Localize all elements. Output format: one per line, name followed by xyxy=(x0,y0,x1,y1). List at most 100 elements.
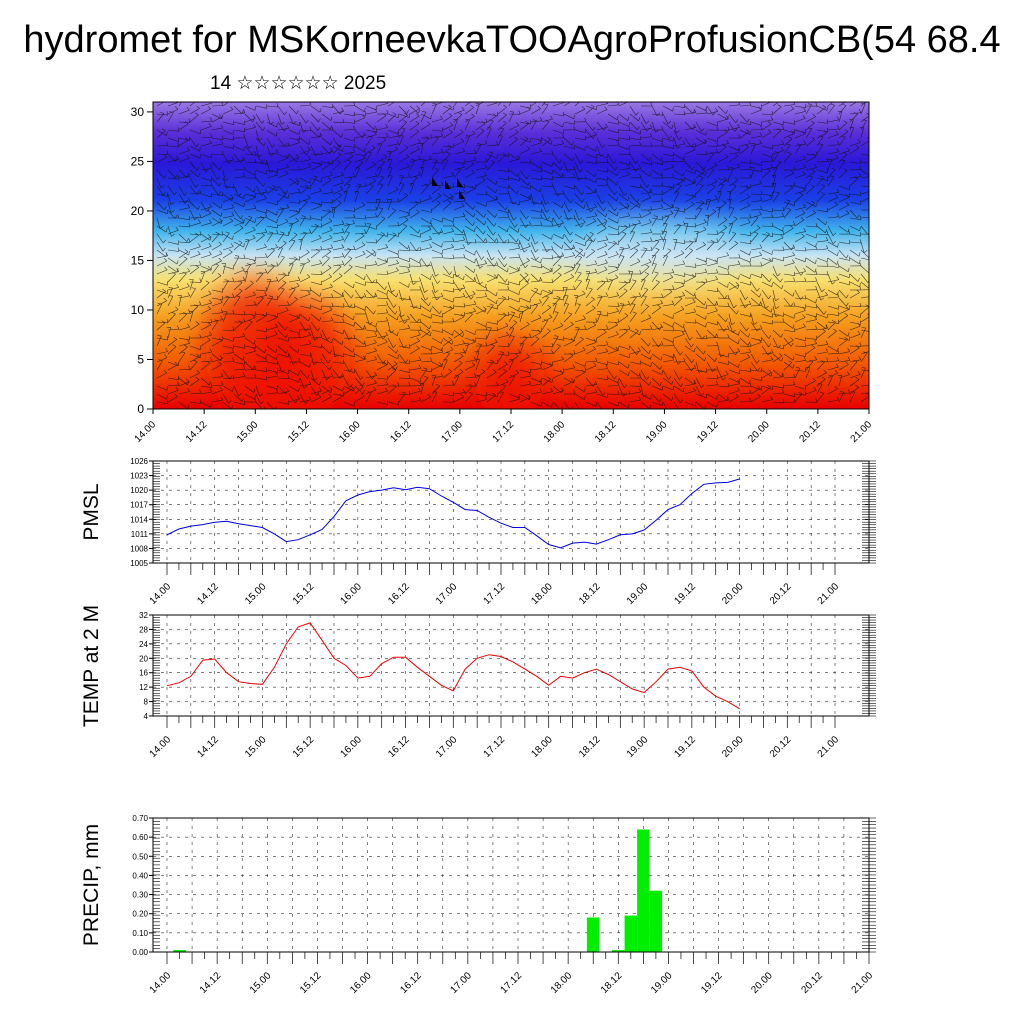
wind-barb xyxy=(321,201,333,204)
wind-barb xyxy=(816,393,825,403)
wind-barb-flag xyxy=(407,268,411,272)
wind-barb xyxy=(508,102,512,107)
wind-barb xyxy=(321,220,333,227)
wind-barb-flag xyxy=(186,154,190,159)
wind-barb xyxy=(585,324,597,331)
wind-barb-flag xyxy=(788,136,793,139)
wind-barb xyxy=(387,321,391,333)
wind-barb xyxy=(717,289,725,299)
wind-barb-flag xyxy=(338,192,342,196)
wind-barb xyxy=(695,201,707,205)
wind-barb xyxy=(805,171,816,179)
wind-barb-flag xyxy=(221,219,223,224)
wind-barb xyxy=(365,175,377,179)
wind-barb-flag xyxy=(823,310,827,315)
wind-barb xyxy=(596,103,608,107)
wind-barb xyxy=(222,296,230,307)
wind-barb-flag xyxy=(693,364,697,369)
heatmap-x-tick-label: 15.12 xyxy=(286,419,312,445)
wind-barb-flag xyxy=(353,111,356,116)
wind-barb xyxy=(200,401,211,408)
wind-barb xyxy=(211,169,218,180)
wind-barb xyxy=(673,281,685,284)
wind-barb-flag xyxy=(224,279,229,281)
wind-barb xyxy=(574,222,586,227)
wind-barb xyxy=(464,233,469,245)
wind-barb-flag xyxy=(617,390,620,395)
wind-barb-flag xyxy=(480,128,485,131)
wind-barb-flag xyxy=(407,324,411,329)
wind-barb-flag xyxy=(595,159,598,164)
wind-barb-flag xyxy=(754,231,759,234)
wind-barb-flag xyxy=(858,356,862,360)
wind-barb-flag xyxy=(638,219,641,224)
wind-barb-flag xyxy=(760,190,763,195)
wind-barb xyxy=(310,353,314,365)
wind-barb xyxy=(244,385,254,393)
wind-barb-flag xyxy=(616,292,619,296)
wind-barb-flag xyxy=(274,331,278,335)
wind-barb xyxy=(244,264,251,275)
wind-barb xyxy=(838,392,845,403)
wind-barb-flag xyxy=(771,191,774,196)
wind-barb-flag xyxy=(749,389,752,394)
wind-barb-flag xyxy=(382,359,386,364)
wind-barb xyxy=(552,359,564,363)
wind-barb xyxy=(794,257,806,263)
wind-barb-flag xyxy=(166,111,169,116)
wind-barb xyxy=(728,166,740,171)
wind-barb xyxy=(486,327,492,339)
wind-barb xyxy=(475,201,487,207)
wind-barb xyxy=(167,257,178,265)
wind-barb xyxy=(827,265,839,268)
wind-barb xyxy=(618,281,631,284)
wind-barb xyxy=(728,218,738,227)
wind-barb-flag xyxy=(260,216,264,219)
wind-barb xyxy=(420,383,425,395)
wind-barb xyxy=(860,225,869,235)
wind-barb xyxy=(354,153,366,156)
wind-barb-flag xyxy=(286,388,289,392)
wind-barb xyxy=(420,197,432,203)
wind-barb xyxy=(365,350,377,355)
wind-barb xyxy=(376,257,388,263)
wind-barb-flag xyxy=(706,200,708,205)
wind-barb xyxy=(607,144,620,147)
wind-barb xyxy=(640,153,650,162)
wind-barb xyxy=(673,129,679,141)
wind-barb xyxy=(376,304,389,307)
wind-barb xyxy=(486,185,496,194)
wind-barb-flag xyxy=(790,170,795,174)
wind-barb xyxy=(783,144,791,155)
wind-barb xyxy=(310,329,315,341)
wind-barb xyxy=(508,312,516,323)
wind-barb xyxy=(409,148,420,155)
wind-barb-flag xyxy=(186,147,190,151)
wind-barb xyxy=(827,345,838,352)
wind-barb-flag xyxy=(374,347,377,352)
wind-barb xyxy=(442,247,454,251)
wind-barb xyxy=(783,108,794,115)
wind-barb xyxy=(200,108,211,115)
wind-barb-flag xyxy=(781,284,784,289)
wind-barb xyxy=(860,115,869,123)
wind-barb xyxy=(585,145,596,152)
wind-barb-flag xyxy=(426,328,431,332)
wind-barb-flag xyxy=(871,231,872,235)
wind-barb-flag xyxy=(246,263,251,265)
wind-barb xyxy=(266,169,278,173)
wind-barb-flag xyxy=(166,395,168,400)
wind-barb-flag xyxy=(571,141,574,146)
wind-barb xyxy=(706,198,718,203)
wind-barb xyxy=(849,347,860,355)
wind-barb-flag xyxy=(372,177,377,182)
wind-barb xyxy=(695,169,706,176)
wind-barb xyxy=(431,217,443,223)
wind-barb xyxy=(178,241,191,243)
wind-barb xyxy=(442,105,454,111)
wind-barb xyxy=(255,234,265,243)
wind-barb-flag xyxy=(792,324,795,329)
wind-barb-flag xyxy=(441,181,444,186)
wind-barb xyxy=(233,159,245,163)
wind-barb-flag xyxy=(361,242,366,246)
